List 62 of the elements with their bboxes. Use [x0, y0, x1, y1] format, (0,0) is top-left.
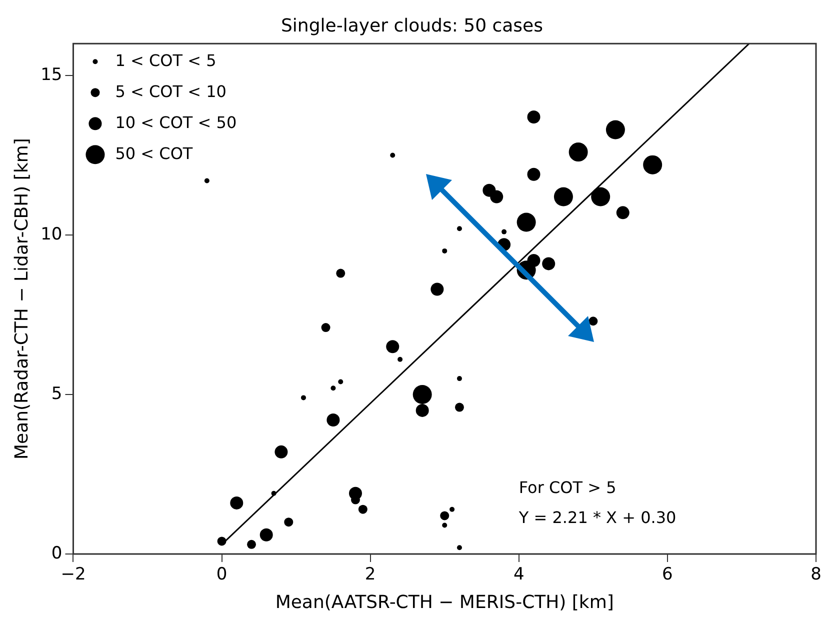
y-tick-label: 0	[51, 543, 62, 564]
annotation: For COT > 5	[518, 478, 616, 498]
x-tick-label: −2	[60, 564, 86, 585]
point	[442, 248, 448, 254]
point	[336, 268, 346, 278]
point	[230, 496, 244, 510]
point	[527, 168, 540, 181]
x-tick-label: 8	[810, 564, 822, 585]
annotation: Y = 2.21 * X + 0.30	[518, 508, 676, 528]
point	[588, 316, 598, 326]
point	[527, 254, 540, 268]
point	[260, 528, 273, 542]
point	[450, 506, 455, 512]
x-tick-label: 0	[216, 564, 228, 585]
legend-label: 50 < COT	[115, 144, 193, 163]
point	[358, 504, 368, 514]
point	[271, 490, 276, 496]
point	[300, 395, 306, 400]
y-axis-title: Mean(Radar-CTH − Lidar-CBH) [km]	[11, 138, 32, 460]
legend-label: 5 < COT < 10	[115, 82, 226, 101]
point	[390, 152, 396, 158]
point	[412, 385, 432, 404]
point	[217, 536, 226, 546]
y-tick-label: 5	[51, 384, 62, 404]
point	[204, 178, 210, 184]
point	[440, 511, 450, 520]
point	[456, 376, 462, 382]
y-tick-label: 10	[40, 224, 62, 244]
legend-label: 10 < COT < 50	[115, 112, 237, 132]
point	[321, 323, 330, 332]
point	[616, 206, 630, 220]
x-tick-label: 2	[364, 564, 376, 585]
point	[442, 522, 448, 528]
y-tick-label: 15	[40, 64, 62, 85]
point	[398, 356, 403, 362]
point	[643, 155, 662, 174]
point	[274, 445, 288, 458]
point	[568, 142, 588, 162]
point	[554, 187, 573, 206]
point	[454, 402, 464, 412]
point	[591, 187, 610, 206]
chart-title: Single-layer clouds: 50 cases	[280, 15, 544, 36]
point	[338, 379, 344, 384]
point	[606, 120, 625, 140]
point	[490, 190, 504, 204]
legend-label: 1 < COT < 5	[115, 50, 216, 70]
point	[416, 404, 429, 417]
point	[542, 257, 556, 270]
point	[330, 386, 336, 391]
point	[456, 226, 462, 232]
point	[502, 229, 507, 234]
point	[284, 518, 294, 527]
point	[516, 212, 536, 232]
point	[326, 414, 340, 427]
point	[527, 110, 540, 124]
point	[386, 340, 400, 354]
point	[246, 540, 256, 549]
x-tick-label: 4	[513, 564, 524, 585]
point	[430, 282, 444, 296]
x-tick-label: 6	[662, 564, 673, 585]
point	[456, 545, 462, 550]
x-axis-title: Mean(AATSR-CTH − MERIS-CTH) [km]	[275, 592, 614, 613]
